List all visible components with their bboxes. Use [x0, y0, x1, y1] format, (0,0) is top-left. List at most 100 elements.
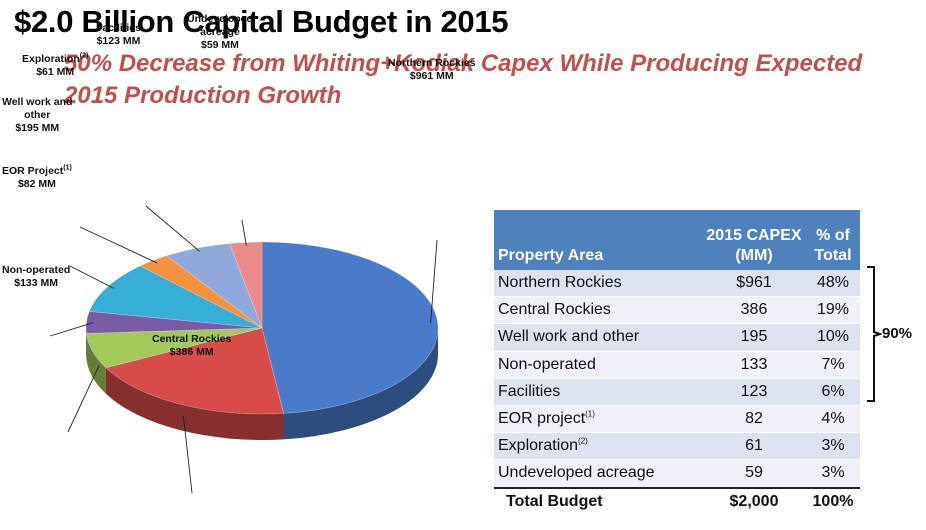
cell-capex: 82 — [702, 405, 806, 434]
cell-property-area: Northern Rockies — [494, 270, 702, 298]
cell-property-area: Undeveloped acreage — [494, 459, 702, 488]
cell-pct: 48% — [806, 270, 860, 298]
label-undeveloped-acreage: Undeveloped acreage $59 MM — [187, 13, 253, 52]
cell-capex: 195 — [702, 323, 806, 352]
label-undeveloped-name1: Undeveloped — [187, 13, 253, 25]
total-area: Total Budget — [494, 486, 702, 517]
cell-area-text: Central Rockies — [498, 301, 611, 319]
label-undeveloped-value: $59 MM — [201, 39, 239, 51]
cell-area-text: Northern Rockies — [498, 274, 622, 292]
label-northern-rockies: Northern Rockies $961 MM — [388, 57, 476, 83]
table-header-row: Property Area 2015 CAPEX (MM) % of Total — [494, 210, 860, 270]
label-central-rockies-value: $386 MM — [169, 346, 214, 358]
cell-capex: 61 — [702, 432, 806, 461]
label-well-work-name1: Well work and — [2, 96, 73, 108]
cell-pct: 19% — [806, 296, 860, 325]
label-non-operated-name: Non-operated — [2, 264, 71, 276]
pie-slice-well-work-and-other — [88, 265, 263, 329]
label-exploration-footnote: (2) — [79, 52, 89, 60]
label-central-rockies-name: Central Rockies — [152, 333, 232, 345]
table-body: Northern Rockies $961 48% Central Rockies 38… — [494, 270, 860, 517]
cell-area-text: Undeveloped acreage — [498, 464, 655, 482]
table-row: Central Rockies 386 19% — [494, 296, 860, 325]
total-capex: $2,000 — [702, 486, 806, 517]
label-exploration-value: $61 MM — [36, 66, 75, 78]
capex-pie-chart — [49, 205, 439, 494]
header-property-area: Property Area — [494, 210, 702, 270]
label-facilities: Facilities $123 MM — [96, 22, 141, 48]
label-facilities-value: $123 MM — [96, 35, 141, 47]
cell-area-text: Facilities — [498, 382, 561, 400]
cell-pct: 3% — [806, 459, 860, 488]
cell-capex: $961 — [702, 270, 806, 298]
pie-slice-non-operated — [86, 327, 263, 369]
table-row: Non-operated 133 7% — [494, 351, 860, 379]
cell-pct: 6% — [806, 378, 860, 406]
pie-slice-eor-project — [85, 311, 263, 334]
label-eor-footnote: (1) — [63, 164, 72, 172]
cell-footnote: (1) — [585, 409, 595, 419]
pie-side-northern-rockies — [283, 328, 439, 440]
cell-property-area: Facilities — [494, 378, 702, 406]
table-row: Undeveloped acreage 59 3% — [494, 459, 860, 488]
pie-slice-northern-rockies — [261, 241, 439, 414]
cell-pct: 4% — [806, 405, 860, 434]
leader-facilities — [145, 205, 200, 252]
label-well-work-name2: other — [24, 109, 51, 121]
pie-top-faces — [85, 241, 439, 415]
cell-area-text: Well work and other — [498, 328, 640, 346]
cell-footnote: (2) — [578, 436, 588, 446]
bracket-90-percent — [867, 266, 882, 402]
table-row: Exploration(2) 61 3% — [494, 432, 860, 461]
leader-exploration — [79, 226, 158, 264]
leader-northern-rockies — [430, 239, 438, 323]
table-row: Well work and other 195 10% — [494, 323, 860, 352]
table-row: Facilities 123 6% — [494, 378, 860, 406]
cell-area-text: EOR project — [498, 410, 586, 428]
leader-non-operated — [67, 364, 100, 433]
header-pct-total: % of Total — [806, 210, 860, 270]
total-pct: 100% — [806, 486, 860, 517]
label-northern-rockies-name: Northern Rockies — [388, 57, 476, 69]
table-total-row: Total Budget $2,000 100% — [494, 486, 860, 517]
cell-property-area: EOR project(1) — [494, 405, 702, 434]
label-eor-project-value: $82 MM — [17, 178, 56, 190]
cell-capex: 386 — [702, 296, 806, 325]
label-non-operated-value: $133 MM — [14, 277, 59, 289]
cell-capex: 133 — [702, 351, 806, 379]
pie-side-central-rockies — [105, 367, 284, 441]
pie-leader-lines — [49, 205, 438, 494]
page-title: $2.0 Billion Capital Budget in 2015 — [14, 4, 509, 39]
pie-slice-central-rockies — [105, 327, 284, 415]
label-exploration: Exploration(2) $61 MM — [22, 53, 88, 79]
label-well-work: Well work and other $195 MM — [2, 96, 72, 135]
page-subtitle: 50% Decrease from Whiting+Kodiak Capex W… — [64, 50, 863, 109]
pie-side-non-operated — [86, 333, 106, 394]
pie-side-walls — [86, 328, 439, 441]
table-row: EOR project(1) 82 4% — [494, 405, 860, 434]
table-row: Northern Rockies $961 48% — [494, 270, 860, 298]
pie-slice-exploration — [139, 255, 263, 329]
cell-pct: 10% — [806, 323, 860, 352]
label-exploration-name: Exploration — [22, 53, 80, 65]
leader-well-work-and-other — [69, 265, 115, 289]
cell-property-area: Central Rockies — [494, 296, 702, 325]
leader-eor-project — [49, 322, 94, 337]
cell-property-area: Exploration(2) — [494, 432, 702, 461]
cell-property-area: Non-operated — [494, 351, 702, 379]
cell-area-text: Non-operated — [498, 355, 596, 373]
cell-property-area: Well work and other — [494, 323, 702, 352]
cell-capex: 123 — [702, 378, 806, 406]
cell-pct: 7% — [806, 351, 860, 379]
header-capex: 2015 CAPEX (MM) — [702, 210, 806, 270]
cell-pct: 3% — [806, 432, 860, 461]
label-central-rockies: Central Rockies $386 MM — [152, 333, 231, 359]
label-eor-project: EOR Project(1) $82 MM — [2, 165, 72, 191]
bracket-label: 90% — [882, 325, 913, 342]
label-eor-project-name: EOR Project — [2, 165, 64, 177]
leader-central-rockies — [182, 416, 193, 494]
cell-capex: 59 — [702, 459, 806, 488]
label-well-work-value: $195 MM — [15, 122, 60, 134]
label-non-operated: Non-operated $133 MM — [2, 264, 70, 290]
label-facilities-name: Facilities — [96, 22, 141, 34]
